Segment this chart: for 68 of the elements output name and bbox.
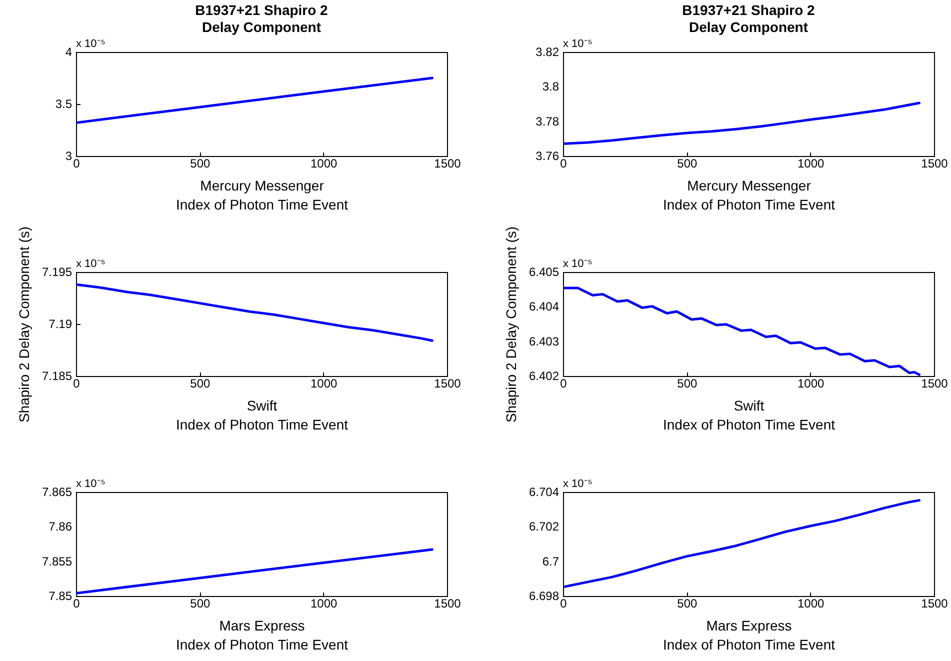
text: x 10⁻⁵ (563, 478, 592, 490)
y-tick-label: 3.82 (536, 45, 560, 59)
x-tick-label: 0 (560, 156, 568, 170)
y-tick-label: 6.702 (528, 520, 560, 534)
y-tick-label: 3.8 (542, 80, 560, 94)
x-tick-label: 500 (677, 156, 698, 170)
x-tick-label: 1000 (797, 596, 825, 610)
line-series (563, 286, 920, 376)
y-tick-label: 6.403 (528, 334, 560, 348)
x-axis-title: Mars Express Index of Photon Time Event (663, 618, 836, 652)
x-axis-title: Swift Index of Photon Time Event (176, 398, 348, 432)
line-series (76, 283, 434, 342)
x-tick-label: 500 (190, 156, 210, 170)
x-tick-label: 1500 (434, 376, 462, 390)
x-axis-title: Swift Index of Photon Time Event (663, 398, 836, 432)
text: x 10⁻⁵ (76, 258, 106, 270)
x-tick-label: 0 (73, 376, 80, 390)
x-tick-label: 1500 (921, 156, 948, 170)
x-tick-label: 500 (190, 376, 210, 390)
y-tick-label: 3.78 (536, 114, 560, 128)
y-tick-label: 6.404 (528, 300, 560, 314)
x-tick-label: 500 (677, 376, 698, 390)
y-axis-title: Shapiro 2 Delay Component (s) (16, 226, 32, 423)
x-tick-label: 0 (560, 596, 568, 610)
y-tick-label: 3 (65, 149, 72, 163)
x-tick-label: 1500 (434, 156, 462, 170)
y-tick-label: 4 (65, 45, 72, 59)
x-tick-label: 1000 (310, 376, 338, 390)
x-tick-label: 1500 (921, 596, 948, 610)
y-tick-label: 6.405 (528, 265, 560, 279)
x-tick-label: 500 (677, 596, 698, 610)
line-series (76, 76, 434, 124)
y-tick-label: 7.85 (48, 589, 72, 603)
y-tick-label: 6.7 (542, 554, 560, 568)
text: x 10⁻⁵ (563, 258, 592, 270)
x-axis-title: Mercury Messenger Index of Photon Time Event (663, 178, 836, 212)
chart-title: B1937+21 Shapiro 2 Delay Component (682, 2, 816, 35)
x-tick-label: 1000 (310, 156, 338, 170)
y-tick-label: 3.5 (55, 97, 72, 111)
line-series (76, 548, 434, 594)
x-tick-label: 500 (190, 596, 210, 610)
x-tick-label: 0 (560, 376, 568, 390)
y-tick-label: 7.19 (48, 317, 72, 331)
y-tick-label: 6.402 (528, 369, 560, 383)
y-tick-label: 7.195 (42, 265, 72, 279)
y-tick-label: 6.698 (528, 589, 560, 603)
y-tick-label: 7.86 (48, 520, 72, 534)
line-series (563, 102, 920, 145)
x-tick-label: 1000 (797, 376, 825, 390)
x-tick-label: 1000 (310, 596, 338, 610)
x-tick-label: 1500 (921, 376, 948, 390)
x-tick-label: 1000 (797, 156, 825, 170)
x-tick-label: 0 (73, 156, 80, 170)
y-tick-label: 7.865 (42, 485, 72, 499)
y-tick-label: 6.704 (528, 485, 560, 499)
text: x 10⁻⁵ (76, 38, 106, 50)
chart-title: B1937+21 Shapiro 2 Delay Component (195, 2, 328, 35)
x-tick-label: 0 (73, 596, 80, 610)
x-tick-label: 1500 (434, 596, 462, 610)
y-axis-title: Shapiro 2 Delay Component (s) (503, 226, 519, 423)
y-tick-label: 7.855 (42, 554, 72, 568)
text: x 10⁻⁵ (563, 38, 592, 50)
y-tick-label: 7.185 (42, 369, 72, 383)
x-axis-title: Mercury Messenger Index of Photon Time Event (176, 178, 348, 212)
x-axis-title: Mars Express Index of Photon Time Event (176, 618, 348, 652)
line-series (563, 499, 920, 588)
y-tick-label: 3.76 (536, 149, 560, 163)
text: x 10⁻⁵ (76, 478, 106, 490)
